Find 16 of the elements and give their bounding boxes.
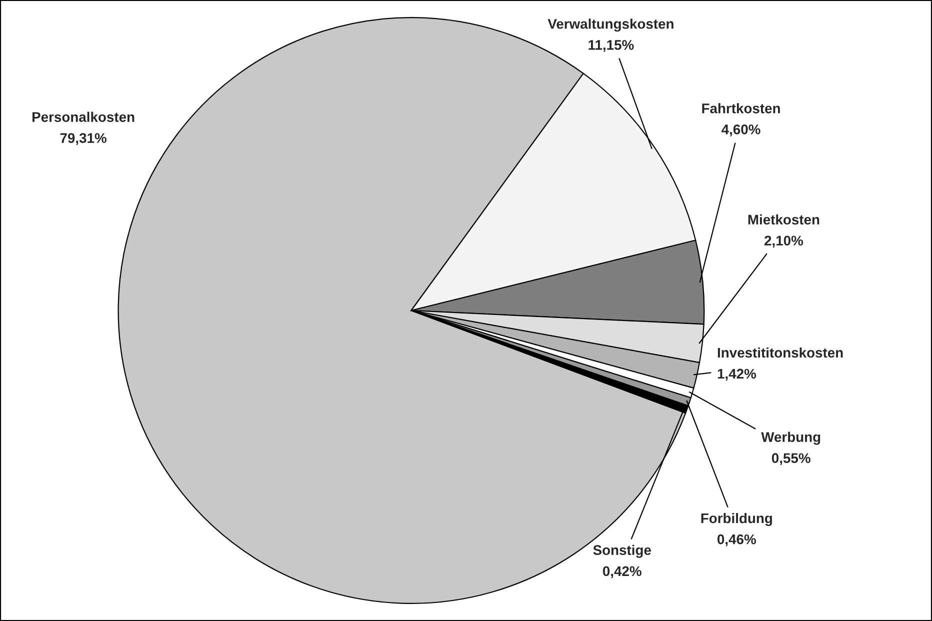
slice-label: Personalkosten: [32, 112, 134, 122]
data-label: 2,10%: [764, 236, 804, 248]
slice-label: Forbildung: [701, 512, 772, 526]
data-label: 79,31%: [60, 133, 106, 145]
data-label: 11,15%: [588, 40, 634, 52]
data-label: 0,42%: [602, 566, 642, 578]
slice-label: Verwaltungskosten: [548, 18, 674, 32]
slice-label: Werbung: [761, 432, 820, 445]
data-label: 1,42%: [718, 368, 756, 381]
data-label: 0,55%: [772, 453, 810, 466]
data-label: 4,60%: [722, 124, 760, 136]
data-label: 0,46%: [717, 534, 756, 546]
slice-label: Mietkosten: [748, 214, 820, 225]
slice-label: Fahrtkosten: [702, 103, 780, 114]
slice-label: Investititonskosten: [718, 347, 843, 358]
slice-label: Sonstige: [593, 544, 651, 558]
